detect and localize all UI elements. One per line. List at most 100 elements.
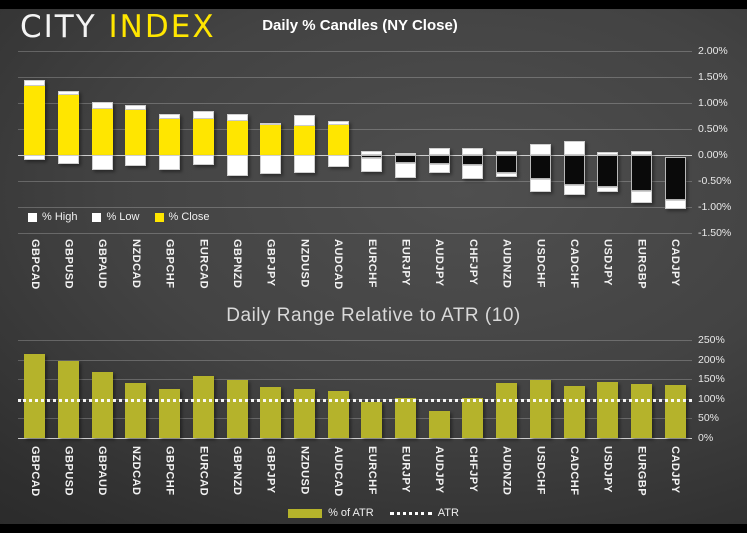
- y-tick-label: 150%: [698, 373, 725, 386]
- x-label-text: EURGBP: [635, 446, 648, 497]
- x-label-text: CADCHF: [568, 446, 581, 496]
- atr-bar-EURCAD: [192, 375, 214, 438]
- atr-bar-GBPAUD: [91, 372, 113, 438]
- high-bar-GBPAUD: [91, 101, 113, 110]
- atr-bar-NZDUSD: [293, 388, 315, 438]
- x-label-text: EURCHF: [365, 239, 378, 288]
- x-label-AUDNZD: AUDNZD: [490, 446, 524, 506]
- x-label-text: AUDJPY: [433, 446, 446, 494]
- x-label-GBPUSD: GBPUSD: [52, 446, 86, 506]
- x-label-text: EURJPY: [399, 239, 412, 287]
- low-bar-USDCHF: [529, 179, 551, 193]
- high-bar-CADCHF: [563, 141, 585, 155]
- close-swatch-icon: [154, 212, 164, 222]
- x-label-GBPUSD: GBPUSD: [52, 239, 86, 301]
- x-label-text: GBPUSD: [62, 446, 75, 497]
- x-label-GBPCHF: GBPCHF: [153, 446, 187, 506]
- gridline: [18, 207, 692, 208]
- low-bar-AUDCAD: [327, 155, 349, 167]
- x-label-AUDCAD: AUDCAD: [321, 239, 355, 301]
- low-bar-EURCAD: [192, 155, 214, 165]
- high-bar-AUDCAD: [327, 121, 349, 126]
- low-bar-GBPCHF: [159, 155, 181, 171]
- x-label-CADCHF: CADCHF: [557, 446, 591, 506]
- legend-label-close: % Close: [168, 211, 210, 223]
- x-label-EURCHF: EURCHF: [355, 446, 389, 506]
- x-label-text: GBPNZD: [231, 239, 244, 289]
- close-bar-GBPCAD: [24, 85, 46, 155]
- x-label-EURGBP: EURGBP: [625, 446, 659, 506]
- x-label-GBPCHF: GBPCHF: [153, 239, 187, 301]
- close-bar-GBPAUD: [91, 109, 113, 155]
- high-bar-GBPUSD: [58, 91, 80, 96]
- low-bar-NZDCAD: [125, 155, 147, 167]
- y-tick-label: -1.00%: [698, 201, 732, 213]
- legend-item-close: % Close: [154, 211, 210, 223]
- close-bar-CHFJPY: [462, 155, 484, 165]
- gridline: [18, 51, 692, 52]
- y-tick-label: 200%: [698, 353, 725, 366]
- atr-bar-USDCHF: [529, 380, 551, 438]
- high-bar-CHFJPY: [462, 148, 484, 155]
- x-label-AUDCAD: AUDCAD: [321, 446, 355, 506]
- close-bar-GBPCHF: [159, 118, 181, 155]
- x-label-GBPNZD: GBPNZD: [220, 239, 254, 301]
- x-label-AUDJPY: AUDJPY: [422, 239, 456, 301]
- logo-index: INDEX: [108, 9, 216, 45]
- close-bar-NZDUSD: [293, 126, 315, 155]
- x-label-text: CADJPY: [669, 446, 682, 494]
- x-label-text: CADCHF: [568, 239, 581, 289]
- atr-bar-AUDNZD: [496, 383, 518, 438]
- atr-bar-CADJPY: [664, 385, 686, 438]
- gridline: [18, 359, 692, 361]
- atr-chart-title: Daily Range Relative to ATR (10): [226, 305, 521, 326]
- x-label-text: EURCHF: [365, 446, 378, 495]
- y-tick-label: 0%: [698, 432, 714, 444]
- x-label-GBPAUD: GBPAUD: [85, 239, 119, 301]
- x-label-text: GBPJPY: [264, 239, 277, 287]
- x-label-text: USDJPY: [601, 239, 614, 287]
- y-tick-label: 1.50%: [698, 71, 728, 83]
- low-bar-GBPJPY: [260, 155, 282, 175]
- atr-chart-x-axis: GBPCAD GBPUSD GBPAUD NZDCAD GBPCHF EURCAD GBPN…: [18, 446, 692, 506]
- high-bar-AUDNZD: [496, 150, 518, 155]
- x-label-text: NZDUSD: [298, 446, 311, 495]
- close-bar-GBPNZD: [226, 121, 248, 155]
- x-label-text: EURCAD: [197, 239, 210, 290]
- y-tick-label: 50%: [698, 412, 720, 425]
- high-bar-EURCAD: [192, 110, 214, 120]
- x-label-text: USDJPY: [601, 446, 614, 494]
- x-label-CADJPY: CADJPY: [658, 446, 692, 506]
- x-label-EURJPY: EURJPY: [389, 446, 423, 506]
- gridline: [18, 77, 692, 78]
- atr-bar-EURGBP: [630, 383, 652, 438]
- x-label-text: AUDJPY: [433, 239, 446, 287]
- low-bar-GBPCAD: [24, 155, 46, 161]
- x-label-text: GBPJPY: [264, 446, 277, 494]
- high-bar-GBPCAD: [24, 79, 46, 86]
- x-label-EURCHF: EURCHF: [355, 239, 389, 301]
- pct-atr-swatch-icon: [288, 508, 323, 518]
- city-index-logo: CITY INDEX: [20, 9, 216, 45]
- legend-label-low: % Low: [106, 211, 140, 223]
- x-label-text: AUDNZD: [500, 446, 513, 496]
- y-tick-label: -0.50%: [698, 175, 732, 187]
- top-black-strip: [0, 0, 747, 9]
- x-label-text: GBPAUD: [96, 239, 109, 289]
- x-label-CADJPY: CADJPY: [658, 239, 692, 301]
- close-bar-CADCHF: [563, 155, 585, 186]
- gridline: [18, 379, 692, 381]
- atr-bar-AUDJPY: [428, 410, 450, 438]
- atr-bar-NZDCAD: [125, 383, 147, 438]
- x-label-GBPNZD: GBPNZD: [220, 446, 254, 506]
- close-bar-USDCHF: [529, 155, 551, 180]
- gridline: [18, 438, 692, 439]
- y-tick-label: 1.00%: [698, 97, 728, 109]
- low-bar-EURCHF: [361, 157, 383, 172]
- x-label-text: AUDCAD: [332, 239, 345, 290]
- legend-item-low: % Low: [92, 211, 140, 223]
- x-label-EURJPY: EURJPY: [389, 239, 423, 301]
- low-bar-GBPUSD: [58, 155, 80, 164]
- bottom-black-strip: [0, 524, 747, 533]
- y-tick-label: 0.00%: [698, 149, 728, 161]
